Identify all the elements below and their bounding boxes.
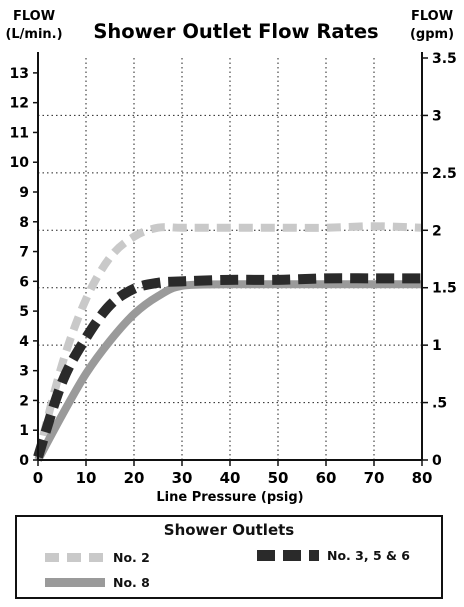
legend: Shower Outlets No. 2 No. 8 No. 3, 5 & 6 — [15, 515, 443, 599]
right-axis-label-line1: FLOW — [411, 9, 453, 24]
y-left-tick-label: 6 — [19, 274, 29, 290]
legend-swatch-no8 — [45, 578, 105, 587]
x-tick-label: 40 — [220, 469, 241, 487]
y-right-tick-label: 0 — [432, 453, 442, 469]
y-left-tick-label: 7 — [19, 245, 29, 261]
y-left-tick-label: 0 — [19, 453, 29, 469]
legend-swatch-no2 — [45, 553, 105, 562]
series-line-no-2 — [34, 222, 423, 459]
legend-swatch-no356 — [257, 550, 319, 561]
legend-label-no356: No. 3, 5 & 6 — [327, 548, 410, 563]
y-right-tick-label: 1 — [432, 338, 442, 354]
legend-item-no8: No. 8 — [45, 575, 150, 590]
legend-title: Shower Outlets — [163, 521, 295, 539]
x-tick-label: 50 — [268, 469, 289, 487]
left-axis-label-line2: (L/min.) — [5, 27, 62, 42]
y-left-tick-label: 2 — [19, 393, 29, 409]
legend-item-no356: No. 3, 5 & 6 — [257, 548, 410, 563]
y-right-tick-label: 3.5 — [432, 51, 457, 67]
y-right-tick-label: 2 — [432, 223, 442, 239]
y-left-tick-label: 12 — [10, 96, 29, 112]
left-axis-label-line1: FLOW — [13, 9, 55, 24]
legend-label-no2: No. 2 — [113, 550, 150, 565]
y-left-tick-label: 13 — [10, 66, 29, 82]
y-left-tick-label: 3 — [19, 364, 29, 380]
y-left-tick-label: 11 — [10, 125, 29, 141]
series-layer — [33, 222, 423, 462]
x-axis-label: Line Pressure (psig) — [156, 490, 303, 505]
x-tick-label: 10 — [76, 469, 97, 487]
x-tick-label: 0 — [33, 469, 43, 487]
tick-labels: 0 10 20 30 40 50 60 70 800123456789101112130.511… — [10, 51, 457, 487]
right-axis-label-line2: (gpm) — [410, 27, 454, 42]
axes — [33, 52, 428, 466]
legend-item-no2: No. 2 — [45, 550, 150, 565]
y-right-tick-label: 2.5 — [432, 166, 457, 182]
y-left-tick-label: 1 — [19, 423, 29, 439]
grid — [38, 58, 422, 460]
flow-rate-chart: 0 10 20 30 40 50 60 70 800123456789101112130.511… — [5, 9, 457, 505]
x-tick-label: 20 — [124, 469, 145, 487]
chart-title: Shower Outlet Flow Rates — [93, 20, 378, 43]
y-left-tick-label: 5 — [19, 304, 29, 320]
y-right-tick-label: .5 — [432, 396, 447, 412]
y-left-tick-label: 9 — [19, 185, 29, 201]
series-line-no-8 — [34, 280, 422, 462]
series-line-no-3-5-6 — [33, 273, 422, 459]
y-left-tick-label: 8 — [19, 215, 29, 231]
x-tick-label: 70 — [364, 469, 385, 487]
y-right-tick-label: 1.5 — [432, 281, 457, 297]
y-left-tick-label: 4 — [19, 334, 29, 350]
x-tick-label: 80 — [412, 469, 433, 487]
x-tick-label: 30 — [172, 469, 193, 487]
legend-label-no8: No. 8 — [113, 575, 150, 590]
y-left-tick-label: 10 — [10, 155, 30, 171]
x-tick-label: 60 — [316, 469, 337, 487]
y-right-tick-label: 3 — [432, 108, 442, 124]
